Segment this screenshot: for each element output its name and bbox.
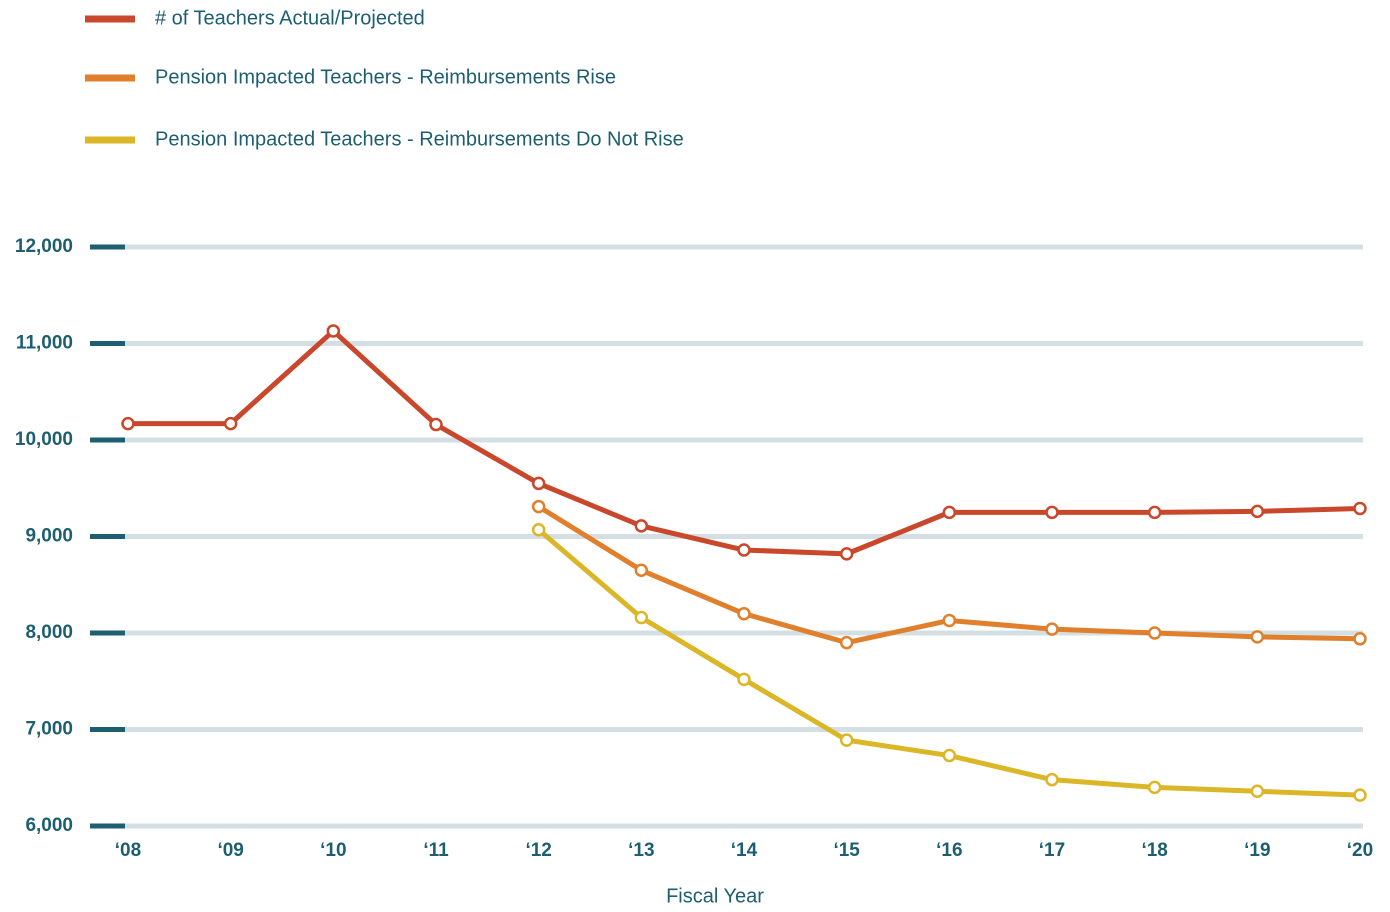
data-point: [634, 610, 649, 625]
data-point: [737, 543, 751, 557]
y-tick-label: 10,000: [15, 429, 73, 450]
legend-label: Pension Impacted Teachers - Reimbursemen…: [155, 66, 616, 88]
data-point: [737, 672, 751, 687]
y-tick-label: 12,000: [15, 236, 73, 257]
x-tick-label: ‘08: [115, 840, 141, 861]
x-tick-label: ‘10: [320, 840, 346, 861]
data-point: [531, 476, 546, 491]
data-point: [121, 416, 135, 431]
data-point: [839, 635, 854, 650]
data-point: [429, 417, 443, 432]
y-tick-label: 6,000: [25, 815, 73, 836]
y-tick-label: 9,000: [25, 526, 73, 547]
legend-label: Pension Impacted Teachers - Reimbursemen…: [155, 128, 684, 150]
data-point: [839, 547, 854, 561]
data-point: [1250, 784, 1265, 799]
x-tick-label: ‘15: [833, 840, 860, 861]
x-tick-label: ‘17: [1039, 840, 1065, 861]
data-point: [326, 324, 341, 338]
data-point: [942, 505, 957, 520]
y-tick-label: 8,000: [25, 622, 73, 643]
data-point: [1045, 772, 1059, 787]
data-point: [1353, 788, 1367, 802]
x-tick-label: ‘18: [1141, 840, 1167, 861]
y-tick-label: 11,000: [16, 333, 73, 354]
data-point: [1147, 780, 1162, 795]
x-axis-title: Fiscal Year: [666, 885, 764, 907]
data-point: [1250, 504, 1265, 519]
data-point: [1045, 505, 1059, 520]
data-point: [942, 748, 957, 763]
x-tick-label: ‘13: [628, 840, 654, 861]
x-tick-label: ‘09: [217, 840, 243, 861]
data-point: [634, 519, 649, 533]
data-point: [634, 563, 649, 578]
x-tick-label: ‘16: [936, 840, 962, 861]
data-point: [942, 613, 957, 628]
x-tick-label: ‘19: [1244, 840, 1270, 861]
data-point: [1147, 626, 1162, 640]
x-tick-label: ‘14: [731, 840, 758, 861]
data-point: [737, 606, 751, 621]
x-tick-label: ‘11: [423, 840, 449, 861]
data-point: [1045, 622, 1059, 636]
data-point: [839, 733, 854, 747]
data-point: [1147, 505, 1162, 520]
data-point: [531, 499, 546, 514]
x-tick-label: ‘12: [525, 840, 551, 861]
data-point: [1250, 630, 1265, 644]
data-point: [1353, 501, 1367, 516]
legend-label: # of Teachers Actual/Projected: [155, 7, 425, 29]
data-point: [1353, 632, 1367, 646]
y-tick-label: 7,000: [25, 719, 73, 740]
data-point: [223, 416, 238, 431]
data-point: [531, 522, 546, 537]
x-tick-label: ‘20: [1347, 840, 1373, 861]
